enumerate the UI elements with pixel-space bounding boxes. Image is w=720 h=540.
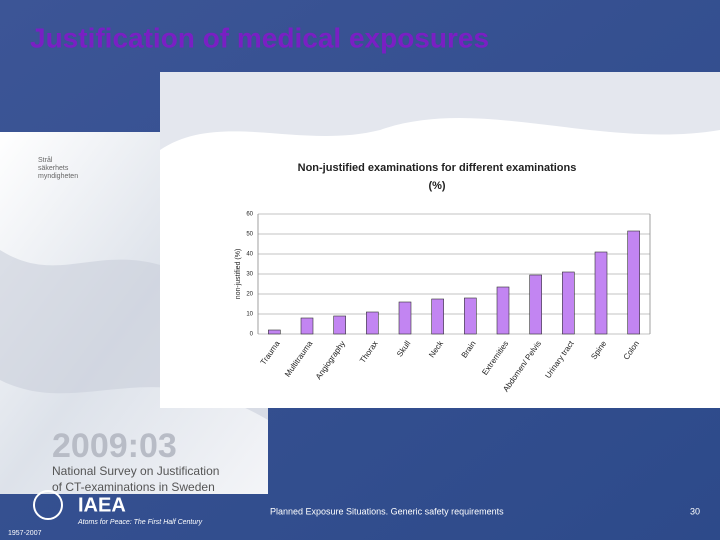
y-tick-label: 50 <box>246 232 253 238</box>
bar <box>398 301 412 335</box>
y-tick-label: 0 <box>250 332 254 338</box>
logo-emblem <box>33 490 63 520</box>
bar <box>496 286 510 335</box>
y-tick-label: 30 <box>246 272 253 278</box>
panel-swirl <box>160 72 720 150</box>
bar <box>627 230 640 335</box>
logo-name: IAEA <box>78 494 126 516</box>
cover-title-line: of CT-examinations in Sweden <box>52 480 215 494</box>
cover-agency-line: säkerhets <box>38 165 69 172</box>
bar <box>562 271 575 335</box>
logo-years: 1957-2007 <box>8 530 42 537</box>
footer: Planned Exposure Situations. Generic saf… <box>270 506 504 516</box>
bar <box>366 311 379 335</box>
bar <box>529 274 542 335</box>
chart-title: Non-justified examinations for different… <box>298 162 577 174</box>
y-tick-label: 60 <box>246 212 253 218</box>
chart-title: (%) <box>428 180 445 192</box>
y-axis-label: non-justified (%) <box>235 249 242 300</box>
y-tick-label: 20 <box>246 292 253 298</box>
cover-number: 2009:03 <box>52 427 177 465</box>
bar <box>268 329 281 335</box>
bar <box>300 317 314 335</box>
cover-agency-line: Strål <box>38 156 53 164</box>
logo-tagline: Atoms for Peace: The First Half Century <box>77 519 203 526</box>
bar <box>594 251 608 335</box>
y-tick-label: 40 <box>246 252 253 258</box>
page-number: 30 <box>690 506 700 516</box>
bar <box>431 298 444 335</box>
bar <box>333 315 346 335</box>
cover-agency-line: myndigheten <box>38 173 78 180</box>
y-tick-label: 10 <box>246 312 253 318</box>
cover-agency: Strål säkerhets myndigheten <box>38 156 78 180</box>
slide-title: Justification of medical exposures <box>30 22 489 53</box>
bar <box>464 297 477 335</box>
cover-title-line: National Survey on Justification <box>52 464 219 478</box>
